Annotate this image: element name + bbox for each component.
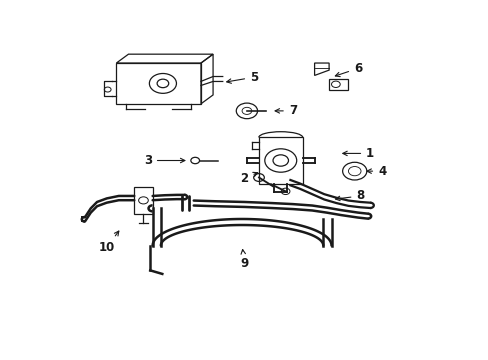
Text: 8: 8: [335, 189, 364, 202]
Text: 6: 6: [335, 62, 362, 77]
Text: 2: 2: [240, 172, 257, 185]
Text: 10: 10: [99, 231, 119, 254]
Text: 5: 5: [226, 71, 258, 84]
Text: 7: 7: [275, 104, 296, 117]
Text: 9: 9: [240, 249, 248, 270]
Text: 3: 3: [143, 154, 184, 167]
Text: 1: 1: [342, 147, 373, 160]
Text: 4: 4: [366, 165, 386, 177]
